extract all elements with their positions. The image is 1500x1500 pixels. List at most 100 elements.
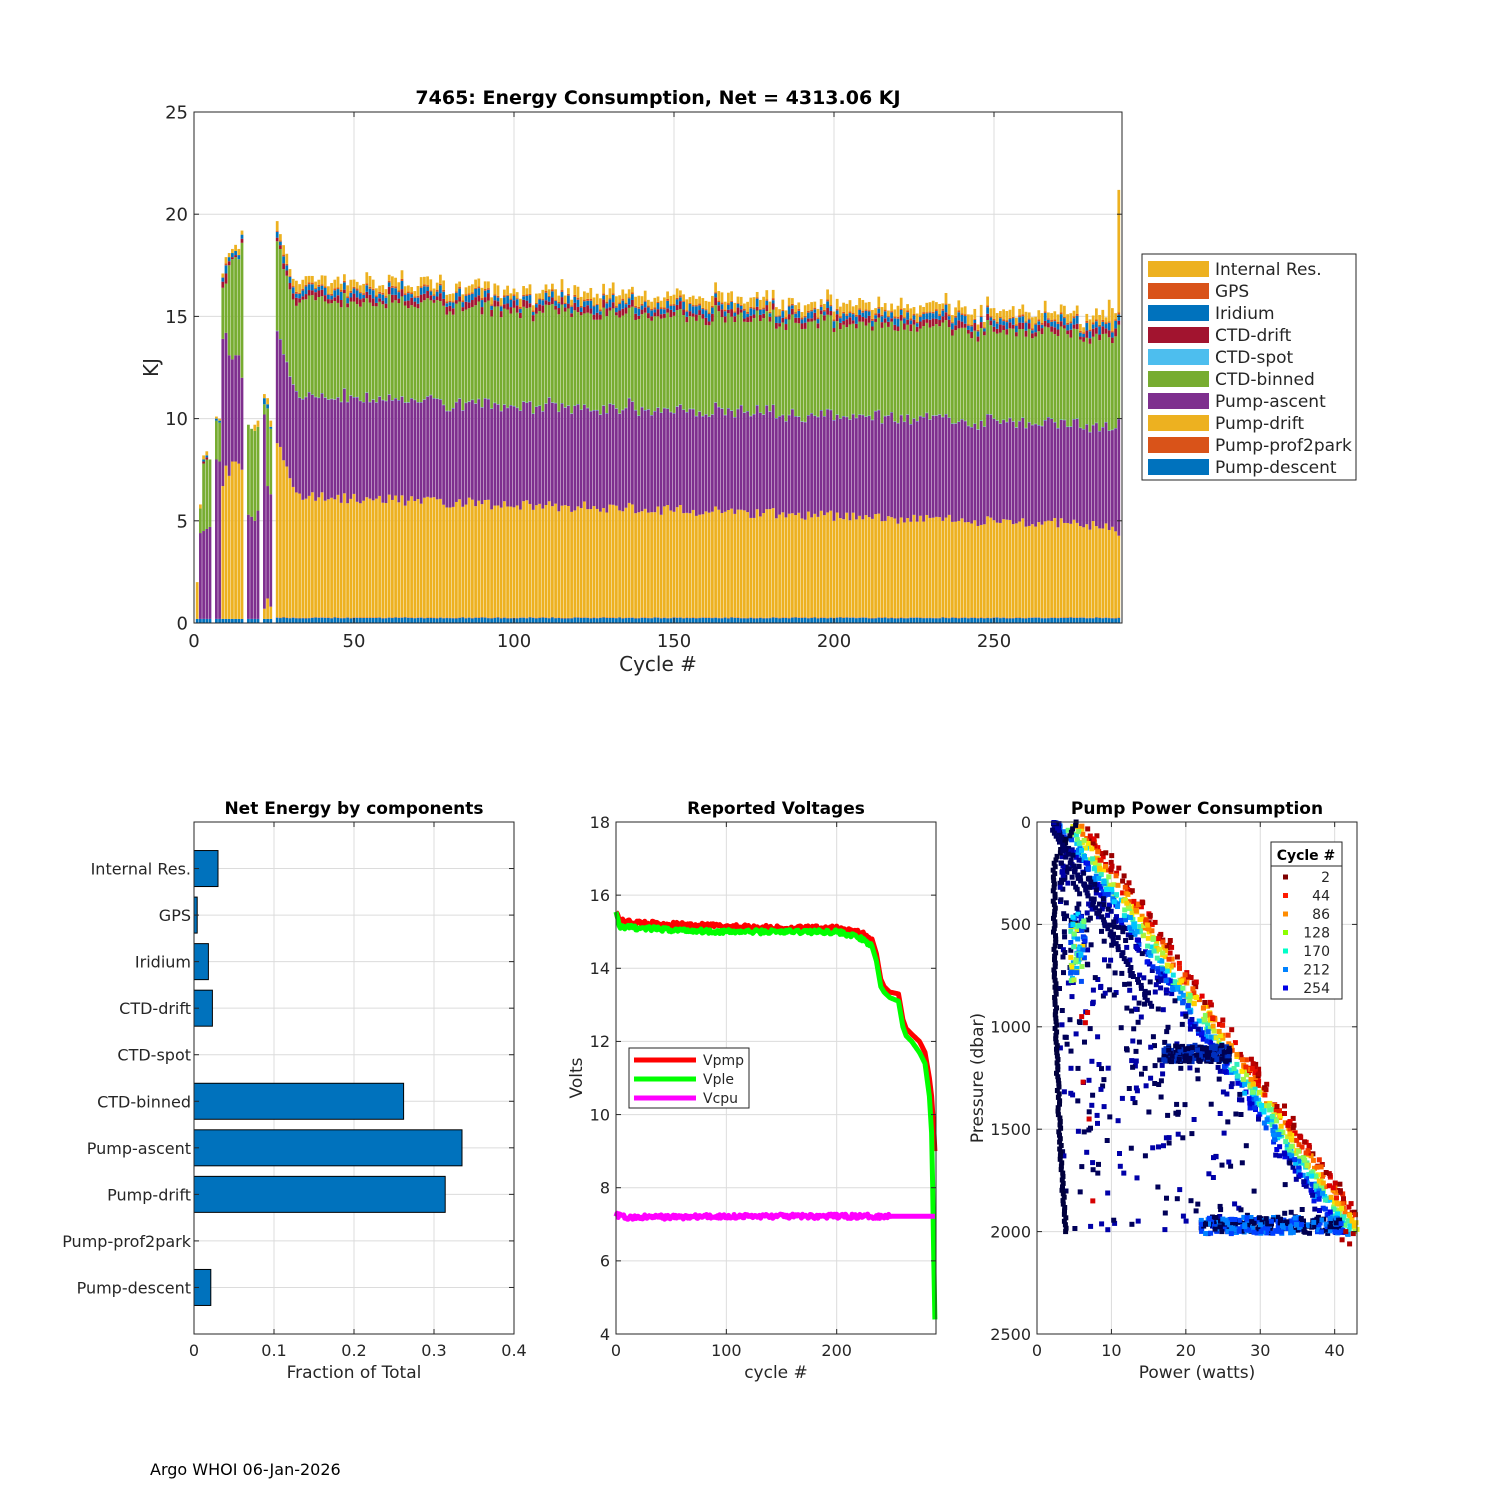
scatter-point — [1075, 1128, 1081, 1134]
energy-bar-segment — [202, 618, 205, 623]
scatter-point — [1138, 904, 1144, 910]
energy-bar-segment — [624, 307, 628, 314]
energy-bar-segment — [602, 307, 605, 406]
energy-bar-segment — [1050, 313, 1053, 321]
energy-bar-segment — [653, 617, 657, 623]
energy-bar-segment — [714, 293, 717, 298]
energy-bar-segment — [573, 296, 577, 303]
scatter-point — [1301, 1179, 1307, 1185]
energy-bar-segment — [768, 509, 772, 618]
scatter-point — [1101, 867, 1106, 873]
energy-bar-segment — [592, 297, 596, 306]
scatter-point — [1323, 1221, 1329, 1227]
scatter-point — [1105, 1190, 1111, 1196]
scatter-point — [1296, 1142, 1302, 1148]
energy-bar-segment — [432, 295, 436, 300]
scatter-point — [1122, 981, 1128, 987]
energy-bar-segment — [739, 296, 743, 305]
energy-bar-segment — [247, 424, 250, 515]
energy-bar-segment — [813, 307, 817, 310]
scatter-point — [1076, 901, 1082, 907]
energy-bar-segment — [627, 289, 631, 298]
energy-bar-segment — [723, 617, 727, 623]
energy-bar-segment — [842, 617, 845, 623]
energy-bar-segment — [381, 292, 385, 295]
energy-bar-segment — [960, 307, 964, 314]
energy-bar-segment — [909, 308, 913, 319]
scatter-point — [1054, 1046, 1059, 1052]
energy-bar-segment — [477, 500, 481, 618]
scatter-point — [1106, 963, 1112, 969]
scatter-point — [1180, 1213, 1186, 1219]
energy-bar-segment — [487, 300, 490, 399]
energy-bar-segment — [506, 408, 509, 507]
energy-bar-segment — [247, 514, 250, 619]
scatter-point — [1226, 1057, 1232, 1063]
scatter-point — [1167, 978, 1173, 984]
energy-bar-segment — [714, 402, 717, 507]
energy-bar-segment — [701, 617, 705, 623]
energy-bar-segment — [423, 300, 426, 400]
scatter-point — [1342, 1209, 1348, 1215]
energy-bar-segment — [922, 326, 925, 418]
scatter-point — [1304, 1223, 1310, 1229]
scatter-point — [1068, 967, 1074, 973]
scatter-point — [1262, 1092, 1268, 1098]
energy-bar-segment — [419, 617, 423, 623]
energy-bar-segment — [240, 230, 244, 235]
scatter-point — [1149, 928, 1155, 934]
energy-bar-segment — [298, 293, 301, 299]
energy-bar-segment — [435, 296, 439, 301]
energy-bar-segment — [896, 330, 900, 423]
scatter-point — [1085, 1010, 1091, 1015]
energy-bar-segment — [679, 309, 682, 405]
energy-bar-segment — [1069, 329, 1073, 338]
energy-bar-segment — [1031, 328, 1034, 331]
scatter-point — [1291, 1122, 1297, 1128]
energy-bar-segment — [675, 507, 679, 618]
scatter-point — [1339, 1205, 1345, 1211]
energy-bar-segment — [845, 315, 849, 320]
energy-bar-segment — [960, 313, 964, 315]
energy-bar-segment — [739, 312, 743, 405]
energy-bar-segment — [650, 415, 653, 513]
energy-bar-segment — [954, 315, 957, 318]
scatter-point — [1080, 923, 1086, 929]
scatter-point — [1232, 1222, 1238, 1228]
energy-bar-segment — [429, 295, 433, 301]
scatter-point — [1053, 1036, 1059, 1042]
scatter-point — [1152, 1043, 1157, 1049]
energy-bar-segment — [279, 234, 282, 241]
energy-bar-segment — [874, 321, 877, 411]
scatter-point — [1348, 1201, 1354, 1207]
energy-bar-segment — [455, 303, 458, 402]
energy-bar-segment — [400, 270, 404, 279]
energy-bar-segment — [634, 618, 637, 623]
scatter-point — [1208, 1101, 1214, 1107]
energy-bar-segment — [237, 618, 241, 623]
energy-bar-segment — [595, 618, 599, 623]
scatter-point — [1074, 837, 1080, 843]
scatter-point — [1053, 991, 1059, 997]
energy-bar-segment — [890, 311, 893, 313]
energy-bar-segment — [992, 320, 996, 327]
scatter-point — [1272, 1124, 1278, 1130]
scatter-point — [1051, 929, 1056, 935]
scatter-point — [1096, 1161, 1101, 1167]
scatter-point — [1162, 966, 1168, 971]
scatter-point — [1083, 887, 1089, 893]
energy-bar-segment — [973, 318, 977, 320]
scatter-point — [1145, 935, 1151, 941]
voltage-lines — [613, 910, 938, 1320]
energy-bar-segment — [954, 330, 957, 424]
energy-bar-segment — [1011, 524, 1015, 618]
energy-bar-segment — [541, 312, 545, 412]
energy-bar-segment — [413, 618, 417, 623]
scatter-point — [1097, 857, 1103, 863]
scatter-point — [1100, 896, 1106, 902]
energy-bar-segment — [595, 293, 599, 304]
energy-bar-segment — [1047, 319, 1050, 324]
energy-bar-segment — [947, 417, 951, 515]
energy-bar-segment — [899, 297, 903, 309]
energy-bar-segment — [1043, 320, 1047, 327]
